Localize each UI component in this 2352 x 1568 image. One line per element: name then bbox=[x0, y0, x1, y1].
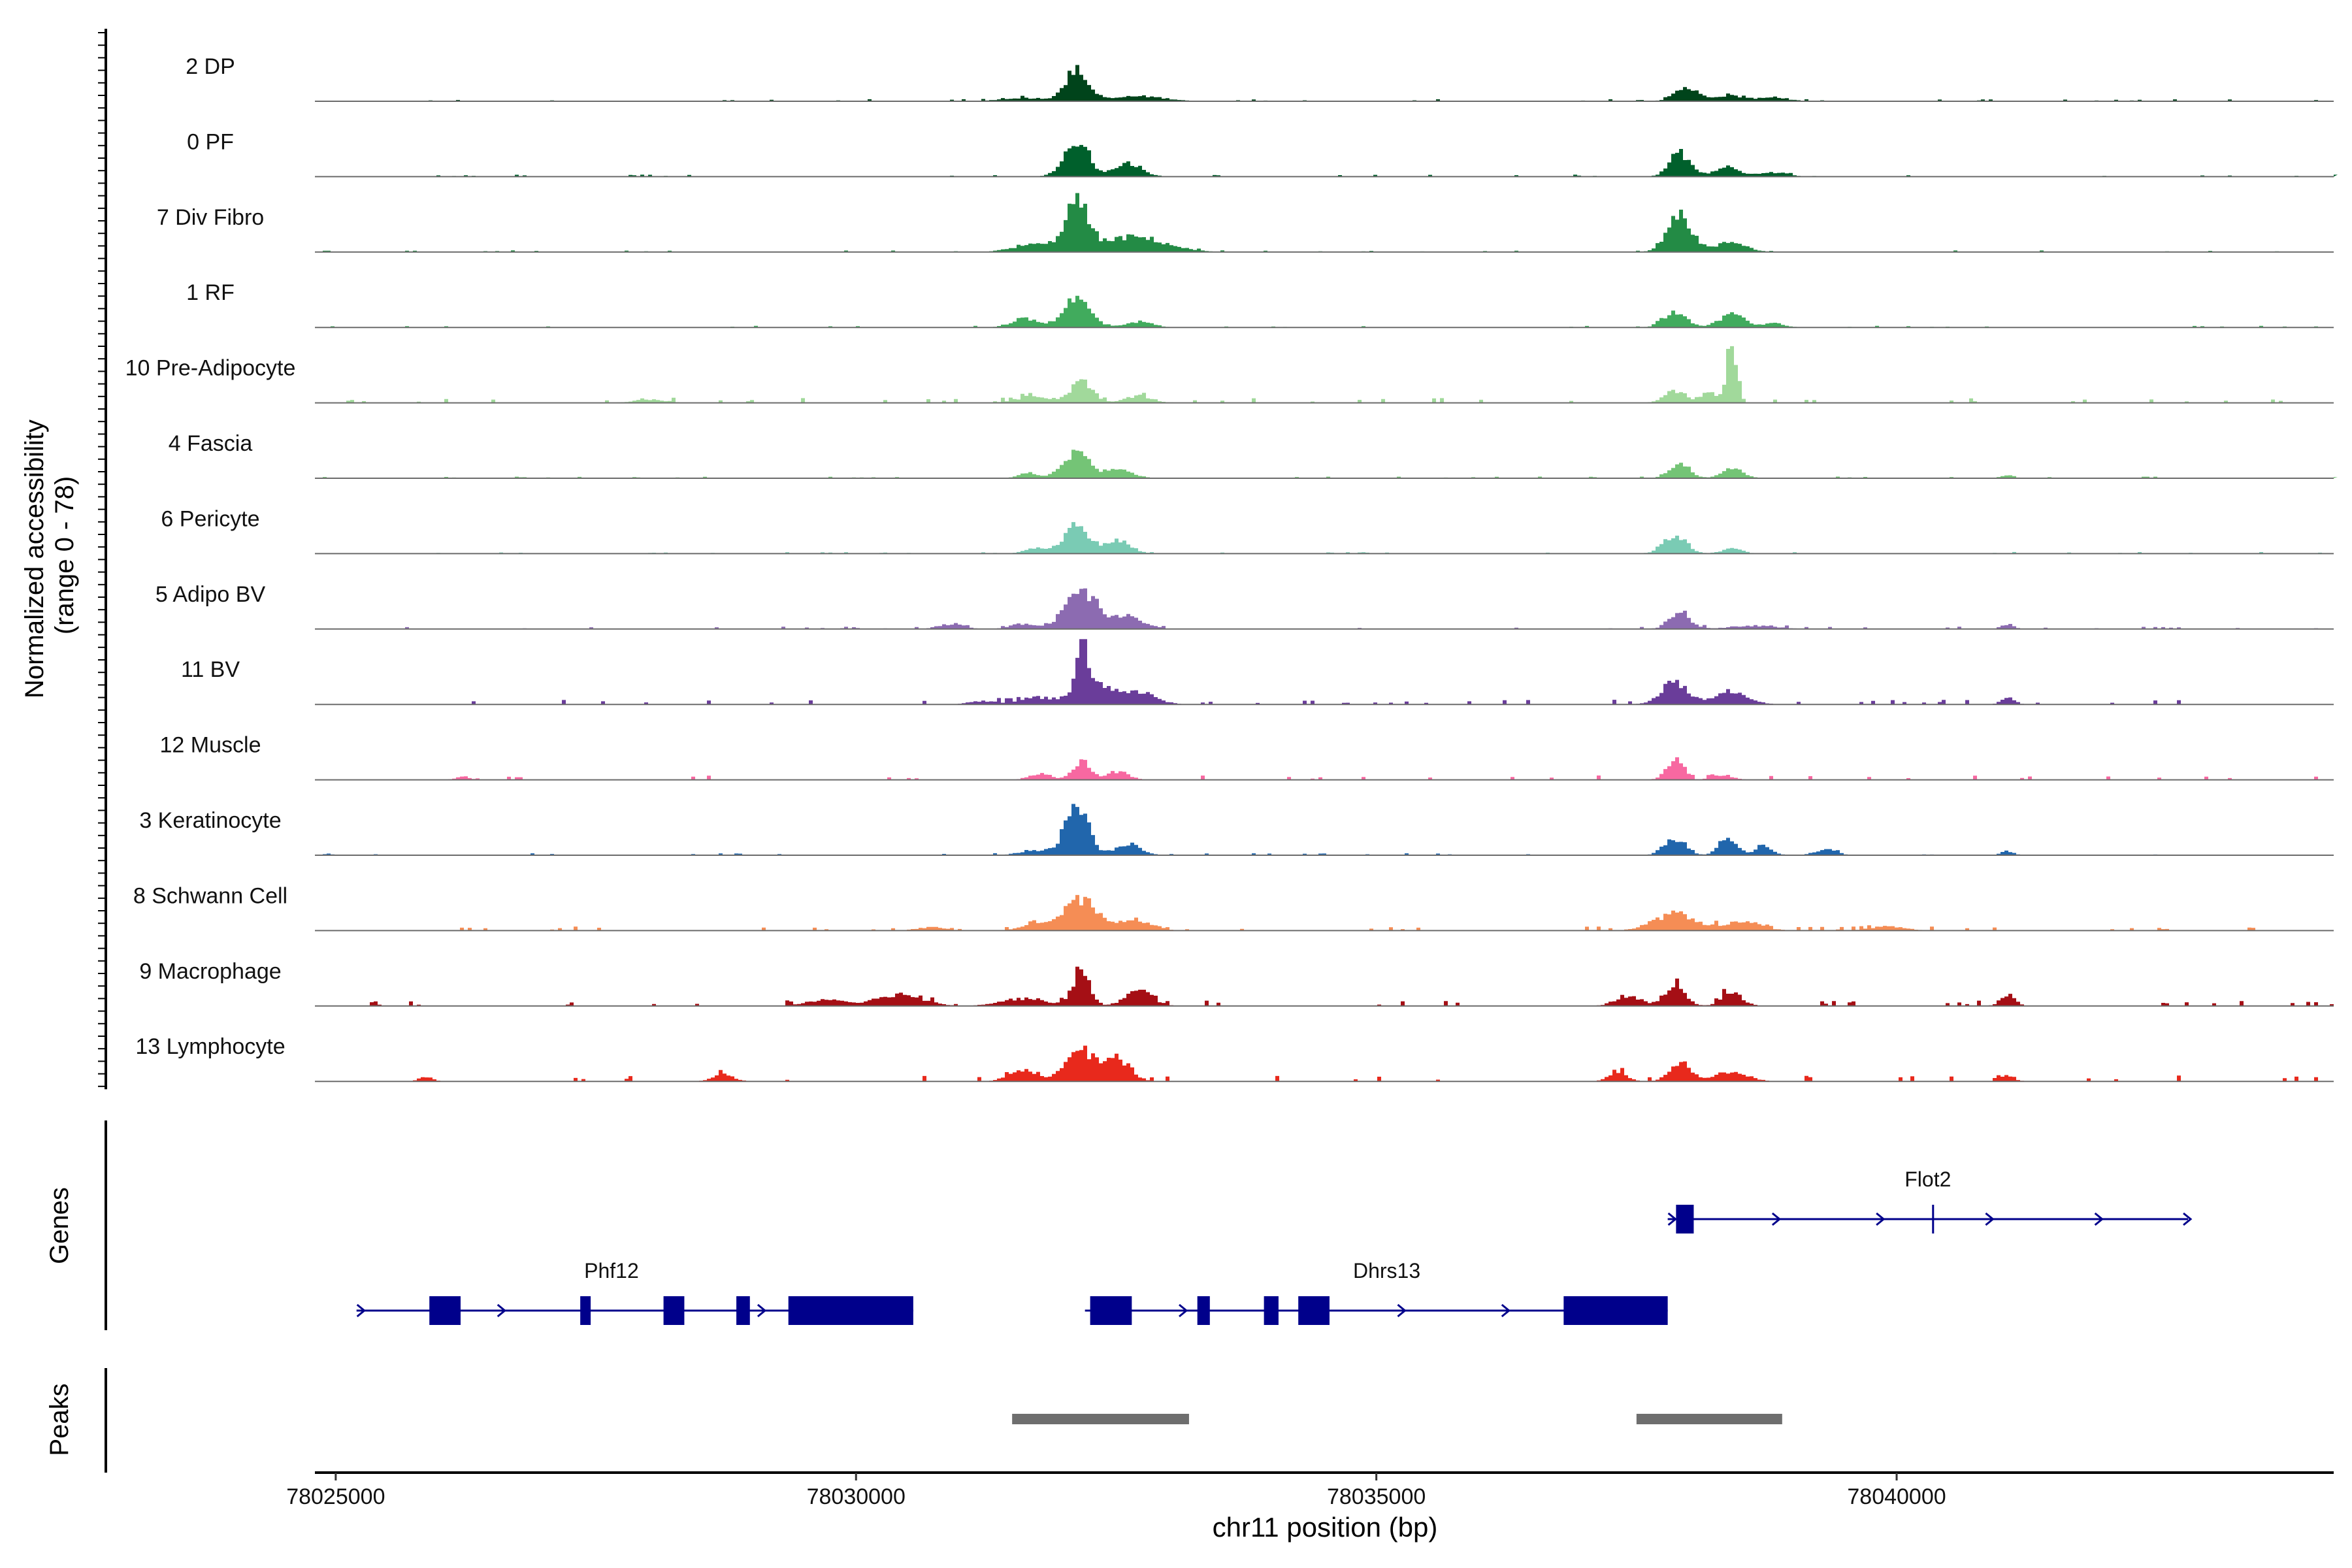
gene-dhrs13: Dhrs13 bbox=[1085, 1259, 1668, 1325]
track-label: 13 Lymphocyte bbox=[135, 1034, 285, 1059]
track-0-pf: 0 PF bbox=[187, 129, 2338, 178]
strand-arrow bbox=[1501, 1303, 1511, 1318]
gene-exon bbox=[788, 1296, 913, 1325]
x-tick-label: 78040000 bbox=[1847, 1484, 1946, 1509]
coverage-y-axis bbox=[98, 29, 107, 1090]
track-label: 3 Keratinocyte bbox=[139, 808, 281, 833]
strand-arrow bbox=[1985, 1212, 1995, 1226]
gene-exon bbox=[736, 1296, 750, 1325]
peaks-track-label: Peaks bbox=[45, 1383, 74, 1456]
track-label: 7 Div Fibro bbox=[157, 205, 264, 230]
x-axis: 78025000 78030000 78035000 78040000 bbox=[286, 1471, 2334, 1509]
x-tick-label: 78025000 bbox=[286, 1484, 385, 1509]
strand-arrow bbox=[1179, 1303, 1188, 1318]
gene-exon bbox=[1563, 1296, 1668, 1325]
strand-arrow bbox=[1876, 1212, 1886, 1226]
gene-exon bbox=[1676, 1205, 1694, 1233]
coverage-tracks: 2 DP 0 PF 7 Div Fibro 1 RF 10 Pre-Adipocyte 4… bbox=[125, 54, 2338, 1083]
track-label: 11 BV bbox=[181, 657, 240, 682]
track-label: 8 Schwann Cell bbox=[133, 883, 287, 908]
track-2-dp: 2 DP bbox=[186, 54, 2338, 102]
strand-arrow bbox=[497, 1303, 507, 1318]
gene-exon bbox=[580, 1296, 591, 1325]
gene-name-label: Phf12 bbox=[584, 1259, 639, 1282]
gene-exon bbox=[1197, 1296, 1210, 1325]
track-label: 0 PF bbox=[187, 129, 234, 154]
track-1-rf: 1 RF bbox=[186, 280, 2338, 329]
track-9-macrophage: 9 Macrophage bbox=[139, 959, 2338, 1007]
gene-exon bbox=[1264, 1296, 1279, 1325]
strand-arrow bbox=[2183, 1212, 2193, 1226]
gene-phf12: Phf12 bbox=[356, 1259, 913, 1325]
strand-arrow bbox=[1771, 1212, 1782, 1226]
gene-exon bbox=[1090, 1296, 1132, 1325]
y-axis-label-line2: (range 0 - 78) bbox=[50, 476, 79, 634]
strand-arrow bbox=[1397, 1303, 1407, 1318]
track-label: 9 Macrophage bbox=[139, 959, 281, 984]
gene-exon bbox=[1298, 1296, 1330, 1325]
strand-arrow bbox=[2094, 1212, 2104, 1226]
track-11-bv: 11 BV bbox=[181, 639, 2338, 706]
gene-exon bbox=[429, 1296, 461, 1325]
gene-name-label: Flot2 bbox=[1904, 1168, 1951, 1191]
gene-exon bbox=[663, 1296, 685, 1325]
peak-region bbox=[1636, 1414, 1782, 1424]
track-13-lymphocyte: 13 Lymphocyte bbox=[135, 1034, 2338, 1083]
track-3-keratinocyte: 3 Keratinocyte bbox=[139, 804, 2338, 856]
strand-arrow bbox=[1667, 1212, 1677, 1226]
gene-flot2: Flot2 bbox=[1667, 1168, 2193, 1233]
y-axis-label-line1: Normalized accessibility bbox=[20, 419, 49, 698]
track-label: 10 Pre-Adipocyte bbox=[125, 356, 296, 381]
track-label: 4 Fascia bbox=[169, 431, 253, 456]
track-8-schwann-cell: 8 Schwann Cell bbox=[133, 883, 2338, 932]
peaks-panel: Peaks bbox=[45, 1368, 1782, 1473]
gene-name-label: Dhrs13 bbox=[1353, 1259, 1420, 1282]
track-10-pre-adipocyte: 10 Pre-Adipocyte bbox=[125, 346, 2338, 404]
track-7-div-fibro: 7 Div Fibro bbox=[157, 193, 2338, 253]
x-axis-title: chr11 position (bp) bbox=[1213, 1512, 1438, 1543]
peak-region bbox=[1012, 1414, 1189, 1424]
track-label: 12 Muscle bbox=[160, 733, 261, 758]
track-label: 1 RF bbox=[186, 280, 235, 305]
coverage-area bbox=[315, 757, 2338, 780]
track-4-fascia: 4 Fascia bbox=[169, 431, 2338, 479]
track-12-muscle: 12 Muscle bbox=[160, 733, 2338, 781]
track-label: 2 DP bbox=[186, 54, 235, 79]
x-tick-label: 78030000 bbox=[807, 1484, 906, 1509]
y-axis-label: Normalized accessibility (range 0 - 78) bbox=[20, 412, 79, 698]
strand-arrow bbox=[757, 1303, 767, 1318]
x-tick-label: 78035000 bbox=[1327, 1484, 1426, 1509]
strand-arrow bbox=[356, 1303, 367, 1318]
genes-panel: Genes Phf12 Dhrs13 Flot2 bbox=[45, 1120, 2193, 1330]
genes-track-label: Genes bbox=[45, 1187, 74, 1264]
track-5-adipo-bv: 5 Adipo BV bbox=[155, 582, 2338, 630]
track-label: 6 Pericyte bbox=[161, 506, 259, 531]
track-6-pericyte: 6 Pericyte bbox=[161, 506, 2338, 555]
track-label: 5 Adipo BV bbox=[155, 582, 266, 607]
